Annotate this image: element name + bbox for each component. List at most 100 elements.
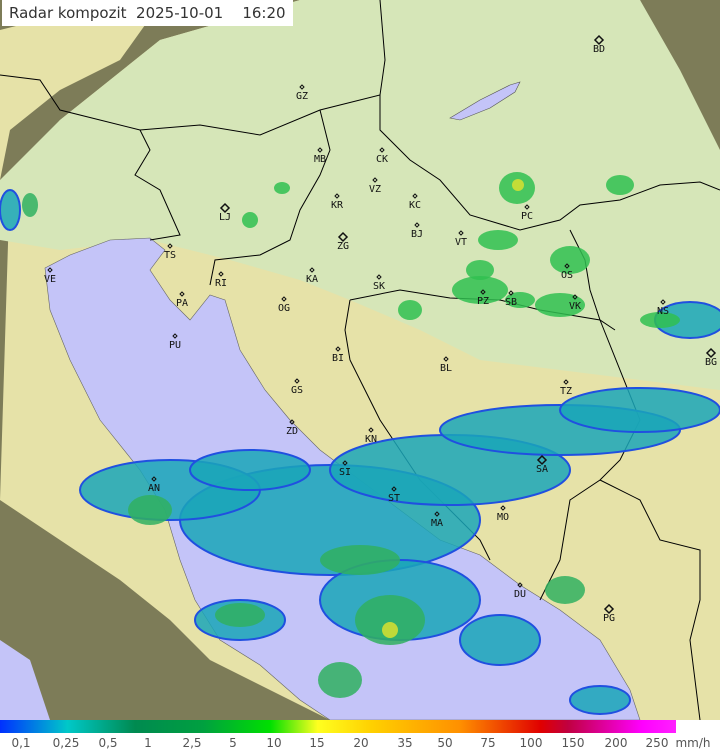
rain-echo — [242, 212, 258, 228]
city-marker-icon — [564, 263, 570, 269]
city-marker-icon — [593, 34, 605, 46]
city-label: NS — [657, 306, 669, 317]
city-marker-icon — [414, 222, 420, 228]
city-label: VE — [44, 274, 56, 285]
rain-echo — [512, 179, 524, 191]
legend-label: 35 — [397, 736, 413, 750]
rain-echo — [274, 182, 290, 194]
city-label: KA — [306, 274, 318, 285]
city-pa: PA — [176, 291, 188, 309]
rain-echo — [569, 685, 631, 715]
city-zg: ZG — [337, 231, 349, 252]
legend-label: 200 — [604, 736, 628, 750]
city-marker-icon — [219, 202, 231, 214]
city-sa: SA — [536, 454, 548, 475]
city-marker-icon — [536, 454, 548, 466]
legend-label: 15 — [309, 736, 325, 750]
city-marker-icon — [434, 511, 440, 517]
land-north-east — [0, 0, 720, 390]
rain-echo — [505, 292, 535, 308]
city-marker-icon — [342, 460, 348, 466]
city-marker-icon — [334, 193, 340, 199]
city-pz: PZ — [477, 289, 489, 307]
city-pu: PU — [169, 333, 181, 351]
city-label: BJ — [411, 229, 423, 240]
city-label: BD — [593, 44, 605, 55]
city-ve: VE — [44, 267, 56, 285]
city-markers: GZ MB CK VZ KR KC LJ ZG BJ VT TS VE RI KA SK PA OG PC PZ SB… — [44, 34, 717, 624]
legend-label: 2,5 — [182, 736, 202, 750]
city-label: MO — [497, 512, 509, 523]
city-marker-icon — [294, 378, 300, 384]
city-ts: TS — [164, 243, 176, 261]
legend-label: 10 — [266, 736, 282, 750]
city-marker-icon — [309, 267, 315, 273]
legend-label: 0,25 — [52, 736, 80, 750]
city-mb: MB — [314, 147, 326, 165]
city-label: PC — [521, 211, 533, 222]
country-borders — [0, 0, 720, 720]
city-label: KN — [365, 434, 377, 445]
city-label: ZD — [286, 426, 298, 437]
city-marker-icon — [443, 356, 449, 362]
rain-echo — [128, 495, 172, 525]
rain-echo — [355, 595, 425, 645]
city-marker-icon — [500, 505, 506, 511]
legend-label: 20 — [353, 736, 369, 750]
city-label: VT — [455, 237, 467, 248]
city-label: GZ — [296, 91, 308, 102]
rain-echo — [382, 622, 398, 638]
city-label: KR — [331, 200, 344, 211]
legend-label: 100 — [519, 736, 543, 750]
city-sk: SK — [373, 274, 385, 292]
city-marker-icon — [167, 243, 173, 249]
city-marker-icon — [317, 147, 323, 153]
city-label: GS — [291, 385, 303, 396]
title-date: 2025-10-01 — [136, 4, 224, 22]
city-label: BL — [440, 363, 452, 374]
city-bd: BD — [593, 34, 605, 55]
precipitation-echoes — [0, 172, 720, 715]
city-label: MA — [431, 518, 443, 529]
city-label: VK — [569, 301, 581, 312]
rain-echo — [466, 260, 494, 280]
city-label: PA — [176, 298, 188, 309]
city-label: LJ — [219, 212, 231, 223]
rain-echo — [0, 189, 21, 231]
city-marker-icon — [47, 267, 53, 273]
city-gz: GZ — [296, 84, 308, 102]
rain-echo — [320, 545, 400, 575]
city-label: SA — [536, 464, 548, 475]
tyrrhenian-sea — [0, 640, 50, 720]
city-kn: KN — [365, 427, 377, 445]
city-label: VZ — [369, 184, 381, 195]
legend-label: 250 — [645, 736, 669, 750]
city-tz: TZ — [560, 379, 572, 397]
city-st: ST — [388, 486, 400, 504]
city-marker-icon — [172, 333, 178, 339]
legend-label: 0,5 — [98, 736, 118, 750]
city-marker-icon — [524, 204, 530, 210]
city-bi: BI — [332, 346, 344, 364]
city-marker-icon — [458, 230, 464, 236]
city-marker-icon — [281, 296, 287, 302]
city-kr: KR — [331, 193, 344, 211]
city-marker-icon — [376, 274, 382, 280]
city-label: ST — [388, 493, 400, 504]
rain-echo — [559, 387, 720, 433]
city-marker-icon — [603, 603, 615, 615]
city-label: MB — [314, 154, 326, 165]
city-sb: SB — [505, 290, 517, 308]
rain-echo — [452, 276, 508, 304]
city-label: RI — [215, 278, 227, 289]
city-os: OS — [561, 263, 573, 281]
rain-echo — [640, 312, 680, 328]
city-label: SB — [505, 297, 517, 308]
city-zd: ZD — [286, 419, 298, 437]
rain-echo — [545, 576, 585, 604]
precipitation-color-scale — [0, 720, 676, 733]
rain-echo — [22, 193, 38, 217]
city-ns: NS — [657, 299, 669, 317]
city-marker-icon — [563, 379, 569, 385]
legend-label: 5 — [229, 736, 237, 750]
